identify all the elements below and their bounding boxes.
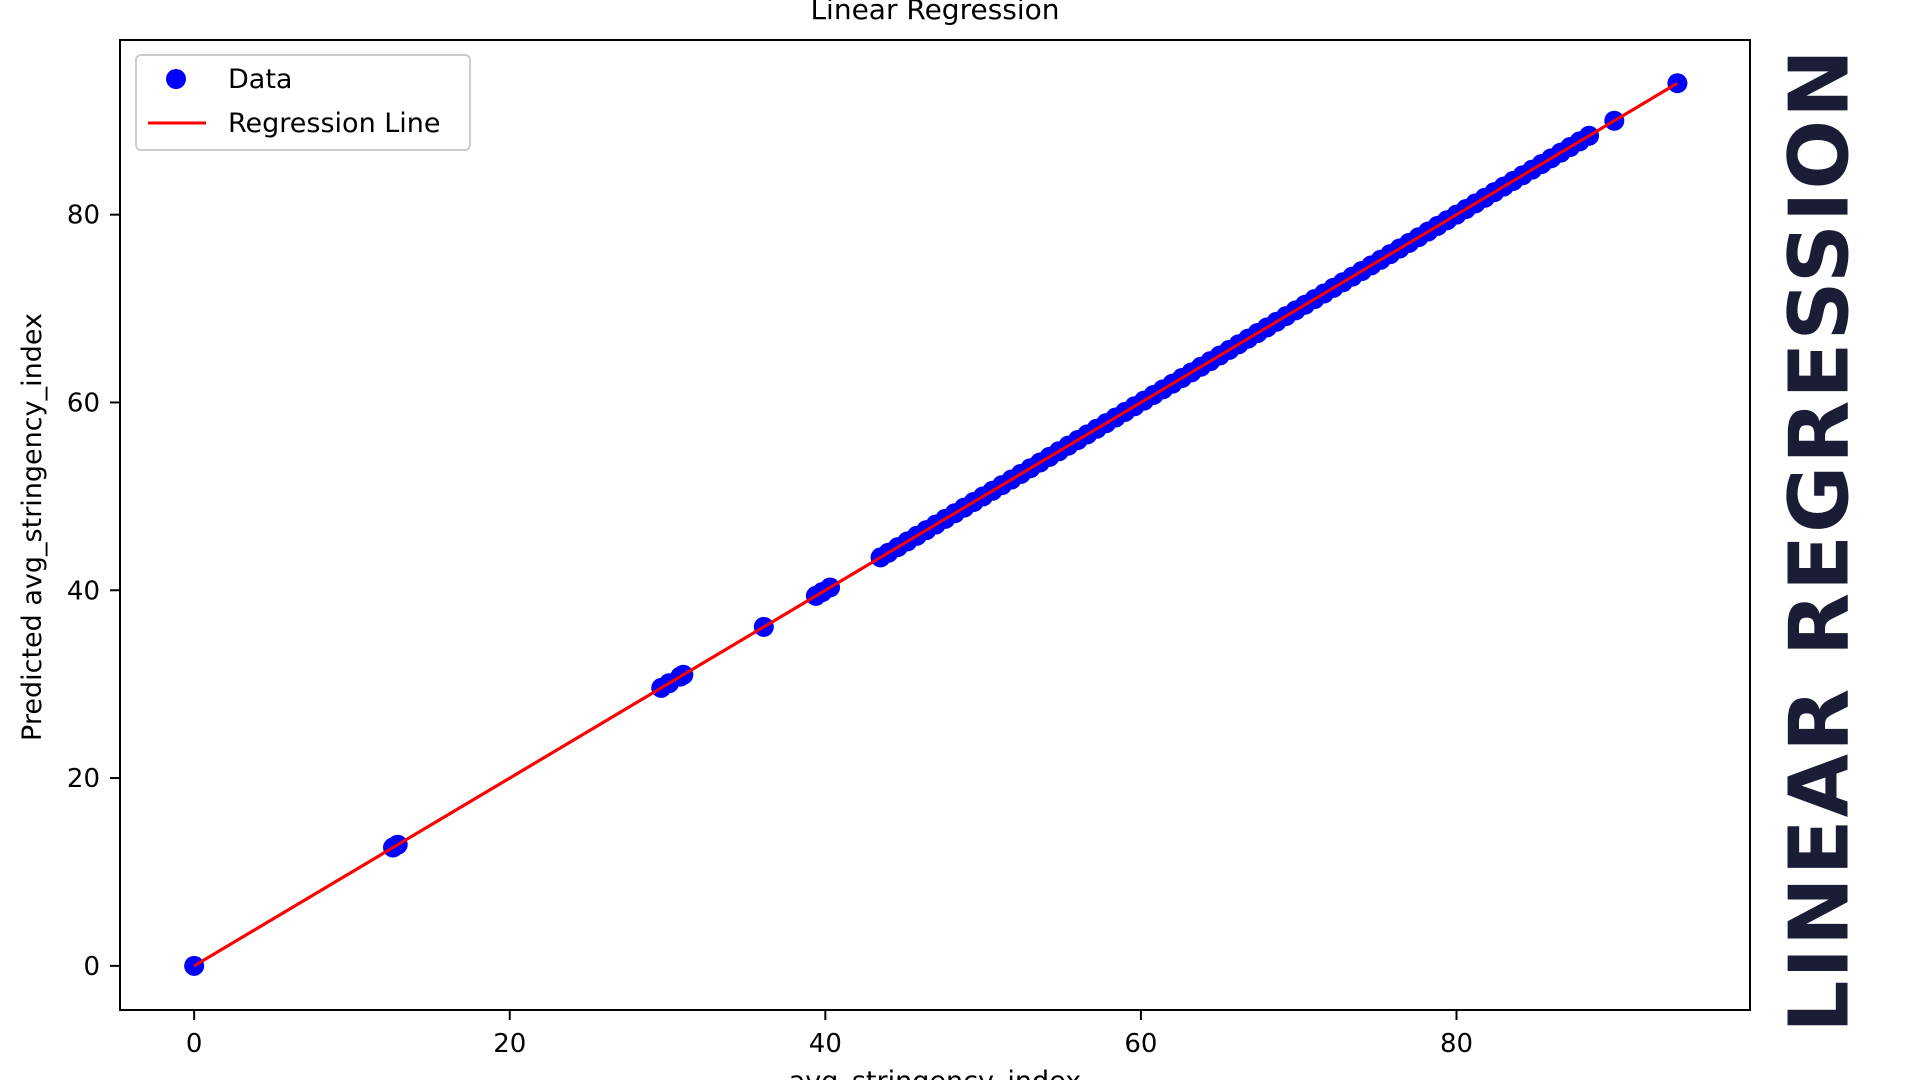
legend-label: Regression Line — [228, 108, 441, 139]
x-tick-label: 40 — [809, 1029, 842, 1059]
plot-frame — [119, 39, 1751, 1011]
x-tick-label: 80 — [1440, 1029, 1473, 1059]
y-tick-label: 0 — [83, 952, 100, 982]
y-tick-label: 80 — [67, 201, 100, 231]
x-tick-label: 0 — [186, 1029, 203, 1059]
y-axis-label: Predicted avg_stringency_index — [17, 313, 48, 741]
chart-title: Linear Regression — [810, 0, 1059, 26]
legend-marker-data — [166, 69, 186, 89]
x-tick-label: 60 — [1124, 1029, 1157, 1059]
y-tick-label: 40 — [67, 576, 100, 606]
regression-line-overlay — [193, 81, 1679, 968]
x-axis-label: avg_stringency_index — [789, 1066, 1082, 1080]
x-tick-label: 20 — [493, 1029, 526, 1059]
side-title: LINEAR REGRESSION — [1772, 47, 1868, 1033]
y-tick-label: 20 — [67, 764, 100, 794]
legend-label: Data — [228, 64, 292, 95]
plot-area: 0 20 40 60 80 0 20 40 60 80 Data Regression Line — [67, 39, 1751, 1059]
y-tick-label: 60 — [67, 388, 100, 418]
legend-box — [135, 54, 471, 151]
